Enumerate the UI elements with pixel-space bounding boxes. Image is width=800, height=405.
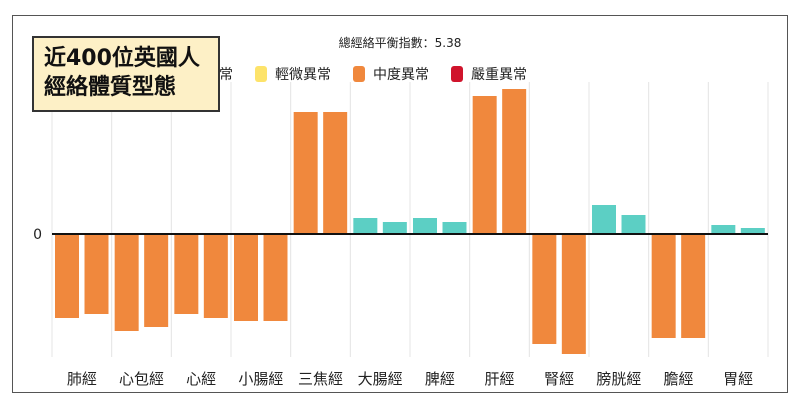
bar (711, 225, 736, 234)
chart-frame (12, 15, 788, 393)
y-tick-label: 0 (33, 227, 42, 243)
caption-box: 近400位英國人 經絡體質型態 (32, 36, 220, 112)
bar (561, 234, 586, 354)
bar (323, 112, 348, 234)
bar (651, 234, 676, 338)
category-label: 膀胱經 (596, 370, 641, 388)
bar (114, 234, 139, 331)
bar (472, 96, 497, 234)
category-label: 胃經 (723, 370, 753, 388)
bar (681, 234, 706, 338)
legend-swatch (255, 66, 267, 82)
legend-item-moderate[interactable]: 中度異常 (353, 64, 429, 84)
bar (413, 218, 437, 234)
bar (234, 234, 258, 321)
legend-label: 輕微異常 (275, 67, 331, 83)
bar (353, 218, 378, 234)
category-label: 小腸經 (238, 370, 283, 388)
category-label: 肺經 (67, 370, 97, 388)
bar (740, 228, 765, 234)
bar (502, 89, 527, 234)
bar (592, 205, 616, 234)
legend-swatch (451, 66, 463, 82)
category-label: 大腸經 (358, 370, 403, 388)
bar (293, 112, 318, 234)
bar (174, 234, 199, 314)
bar (532, 234, 557, 344)
bar (621, 215, 646, 234)
category-label: 腎經 (544, 370, 574, 388)
bar (442, 222, 467, 234)
bar (263, 234, 288, 321)
legend-label: 嚴重異常 (471, 67, 527, 83)
bar (382, 222, 407, 234)
legend-label: 中度異常 (373, 67, 429, 83)
category-label: 肝經 (484, 370, 514, 388)
category-label: 膽經 (663, 370, 693, 388)
category-label: 心經 (186, 370, 216, 388)
caption-line-1: 近400位英國人 (44, 46, 200, 71)
category-label: 心包經 (119, 370, 164, 388)
bar (84, 234, 109, 314)
category-label: 脾經 (425, 370, 455, 388)
bar (203, 234, 228, 318)
category-label: 三焦經 (298, 370, 343, 388)
bar (55, 234, 79, 318)
legend-swatch (353, 66, 365, 82)
bar (144, 234, 169, 327)
legend-item-mild[interactable]: 輕微異常 (255, 64, 331, 84)
caption-line-2: 經絡體質型態 (44, 75, 177, 100)
legend-item-severe[interactable]: 嚴重異常 (451, 64, 527, 84)
chart-title: 總經絡平衡指數：5.38 (338, 36, 462, 50)
